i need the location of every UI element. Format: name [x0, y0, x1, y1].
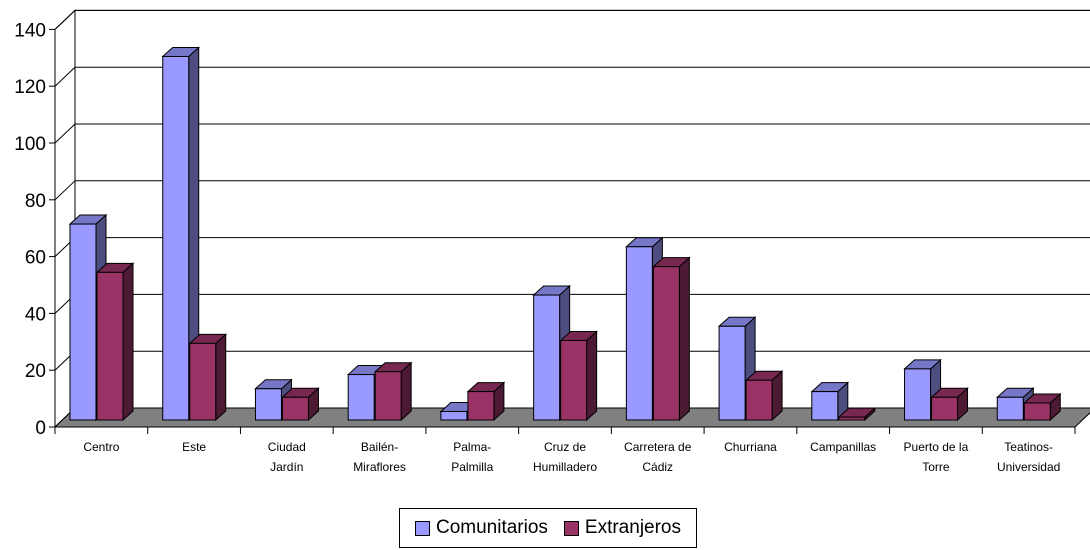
y-axis: 0 20 40 60 80 100 120 140 — [14, 20, 56, 439]
y-tick-label: 140 — [14, 20, 46, 41]
legend-swatch-extranjeros — [563, 520, 579, 536]
x-tick-label: Carretera de — [624, 440, 692, 454]
legend-label-comunitarios: Comunitarios — [435, 517, 548, 538]
legend-item-extranjeros: Extranjeros — [563, 517, 682, 539]
x-tick-label: Este — [182, 440, 206, 454]
x-axis: Centro Este Ciudad Jardín Bailén- Miraflores P… — [54, 426, 1076, 474]
bar-comunitarios-10 — [903, 358, 942, 422]
legend-swatch-comunitarios — [414, 520, 430, 536]
x-tick-label: Palma- — [453, 440, 491, 454]
x-tick-label: Miraflores — [353, 460, 406, 474]
y-tick-label: 60 — [25, 248, 46, 269]
bar-comunitarios-6 — [532, 284, 571, 422]
x-tick-label: Ciudad — [268, 440, 306, 454]
x-tick-label: Puerto de la — [904, 440, 969, 454]
bar-comunitarios-2 — [161, 46, 201, 422]
x-tick-label: Palmilla — [451, 460, 493, 474]
x-tick-label: Teatinos- — [1004, 440, 1053, 454]
y-tick-label: 100 — [14, 134, 46, 155]
x-tick-label: Campanillas — [810, 440, 876, 454]
x-tick-label: Bailén- — [361, 440, 398, 454]
legend-label-extranjeros: Extranjeros — [584, 517, 682, 538]
bar-extranjeros-11 — [1022, 392, 1062, 422]
bars — [68, 46, 1062, 422]
bar-extranjeros-10 — [930, 387, 969, 422]
y-tick-label: 40 — [25, 304, 46, 325]
y-tick-label: 20 — [25, 361, 46, 382]
gridline-side — [54, 180, 76, 201]
bar-extranjeros-7 — [652, 256, 691, 422]
bar-extranjeros-4 — [373, 361, 413, 422]
y-tick-label: 0 — [35, 418, 46, 439]
x-tick-label: Jardín — [270, 460, 303, 474]
legend: Comunitarios Extranjeros — [399, 508, 697, 548]
x-tick-label: Cádiz — [642, 460, 673, 474]
x-tick-label: Cruz de — [544, 440, 586, 454]
x-tick-label: Centro — [83, 440, 119, 454]
bar-extranjeros-5 — [466, 381, 506, 422]
bar-chart: 0 20 40 60 80 100 120 140 Centro Este Ciudad Jardí… — [14, 9, 1090, 474]
x-tick-label: Humilladero — [533, 460, 597, 474]
bar-extranjeros-8 — [744, 370, 784, 422]
bar-extranjeros-2 — [188, 333, 228, 422]
bar-extranjeros-1 — [95, 262, 135, 422]
bar-extranjeros-3 — [281, 387, 320, 422]
bar-extranjeros-6 — [559, 330, 598, 422]
y-tick-label: 120 — [14, 77, 46, 98]
y-tick-label: 80 — [25, 191, 46, 212]
gridline-side — [54, 123, 76, 144]
legend-item-comunitarios: Comunitarios — [414, 517, 548, 539]
x-tick-label: Torre — [922, 460, 950, 474]
x-tick-label: Universidad — [997, 460, 1060, 474]
gridline-side — [54, 10, 76, 30]
gridline-side — [54, 66, 76, 87]
bar-extranjeros-9 — [837, 407, 877, 422]
x-tick-label: Churriana — [724, 440, 777, 454]
